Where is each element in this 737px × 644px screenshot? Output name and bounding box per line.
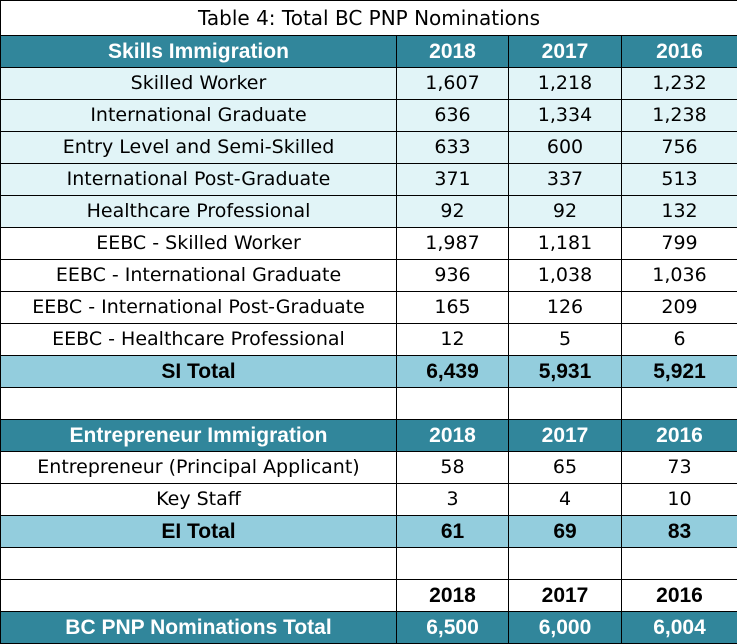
year-header: 2018 bbox=[397, 420, 509, 452]
cell-value: 65 bbox=[509, 452, 622, 484]
year-header: 2016 bbox=[622, 36, 737, 68]
table-row: Skilled Worker 1,607 1,218 1,232 bbox=[1, 68, 737, 100]
cell-value: 633 bbox=[397, 132, 509, 164]
year-header: 2017 bbox=[509, 580, 622, 612]
cell-value: 1,036 bbox=[622, 260, 737, 292]
grand-total-value: 6,004 bbox=[622, 612, 737, 644]
year-header: 2017 bbox=[509, 420, 622, 452]
table-row: Healthcare Professional 92 92 132 bbox=[1, 196, 737, 228]
cell-value: 4 bbox=[509, 484, 622, 516]
table-row: Key Staff 3 4 10 bbox=[1, 484, 737, 516]
cell-value: 1,987 bbox=[397, 228, 509, 260]
empty-cell bbox=[1, 388, 397, 420]
cell-value: 636 bbox=[397, 100, 509, 132]
ei-total-label: EI Total bbox=[1, 516, 397, 548]
table-title-row: Table 4: Total BC PNP Nominations bbox=[1, 1, 737, 36]
cell-value: 600 bbox=[509, 132, 622, 164]
table-row: International Graduate 636 1,334 1,238 bbox=[1, 100, 737, 132]
cell-value: 337 bbox=[509, 164, 622, 196]
row-label: EEBC - International Post-Graduate bbox=[1, 292, 397, 324]
table-row: EEBC - Healthcare Professional 12 5 6 bbox=[1, 324, 737, 356]
table-row: EEBC - International Post-Graduate 165 1… bbox=[1, 292, 737, 324]
year-header: 2016 bbox=[622, 580, 737, 612]
si-total-row: SI Total 6,439 5,931 5,921 bbox=[1, 356, 737, 388]
cell-value: 10 bbox=[622, 484, 737, 516]
empty-cell bbox=[397, 388, 509, 420]
year-header: 2017 bbox=[509, 36, 622, 68]
table-row: International Post-Graduate 371 337 513 bbox=[1, 164, 737, 196]
empty-cell bbox=[397, 548, 509, 580]
empty-cell bbox=[622, 388, 737, 420]
entrepreneur-header-row: Entrepreneur Immigration 2018 2017 2016 bbox=[1, 420, 737, 452]
total-value: 83 bbox=[622, 516, 737, 548]
cell-value: 73 bbox=[622, 452, 737, 484]
skills-header-label: Skills Immigration bbox=[1, 36, 397, 68]
cell-value: 799 bbox=[622, 228, 737, 260]
empty-cell bbox=[1, 548, 397, 580]
entrepreneur-header-label: Entrepreneur Immigration bbox=[1, 420, 397, 452]
cell-value: 1,181 bbox=[509, 228, 622, 260]
row-label: Skilled Worker bbox=[1, 68, 397, 100]
spacer-row bbox=[1, 548, 737, 580]
row-label: International Graduate bbox=[1, 100, 397, 132]
cell-value: 92 bbox=[509, 196, 622, 228]
cell-value: 3 bbox=[397, 484, 509, 516]
row-label: EEBC - Healthcare Professional bbox=[1, 324, 397, 356]
table-row: Entry Level and Semi-Skilled 633 600 756 bbox=[1, 132, 737, 164]
si-total-label: SI Total bbox=[1, 356, 397, 388]
grand-total-row: BC PNP Nominations Total 6,500 6,000 6,0… bbox=[1, 612, 737, 644]
table-title: Table 4: Total BC PNP Nominations bbox=[1, 1, 737, 36]
grand-total-value: 6,500 bbox=[397, 612, 509, 644]
row-label: Entrepreneur (Principal Applicant) bbox=[1, 452, 397, 484]
spacer-row bbox=[1, 388, 737, 420]
empty-cell bbox=[622, 548, 737, 580]
empty-cell bbox=[1, 580, 397, 612]
cell-value: 1,607 bbox=[397, 68, 509, 100]
cell-value: 1,334 bbox=[509, 100, 622, 132]
row-label: Key Staff bbox=[1, 484, 397, 516]
cell-value: 209 bbox=[622, 292, 737, 324]
skills-header-row: Skills Immigration 2018 2017 2016 bbox=[1, 36, 737, 68]
table-row: Entrepreneur (Principal Applicant) 58 65… bbox=[1, 452, 737, 484]
row-label: EEBC - Skilled Worker bbox=[1, 228, 397, 260]
cell-value: 12 bbox=[397, 324, 509, 356]
cell-value: 1,232 bbox=[622, 68, 737, 100]
cell-value: 936 bbox=[397, 260, 509, 292]
cell-value: 5 bbox=[509, 324, 622, 356]
table-row: EEBC - Skilled Worker 1,987 1,181 799 bbox=[1, 228, 737, 260]
ei-total-row: EI Total 61 69 83 bbox=[1, 516, 737, 548]
cell-value: 132 bbox=[622, 196, 737, 228]
total-value: 5,931 bbox=[509, 356, 622, 388]
total-value: 6,439 bbox=[397, 356, 509, 388]
cell-value: 1,238 bbox=[622, 100, 737, 132]
grand-total-label: BC PNP Nominations Total bbox=[1, 612, 397, 644]
year-header: 2018 bbox=[397, 36, 509, 68]
year-header: 2018 bbox=[397, 580, 509, 612]
row-label: Healthcare Professional bbox=[1, 196, 397, 228]
table-row: EEBC - International Graduate 936 1,038 … bbox=[1, 260, 737, 292]
row-label: EEBC - International Graduate bbox=[1, 260, 397, 292]
grand-total-value: 6,000 bbox=[509, 612, 622, 644]
cell-value: 6 bbox=[622, 324, 737, 356]
cell-value: 756 bbox=[622, 132, 737, 164]
empty-cell bbox=[509, 388, 622, 420]
row-label: International Post-Graduate bbox=[1, 164, 397, 196]
empty-cell bbox=[509, 548, 622, 580]
cell-value: 1,218 bbox=[509, 68, 622, 100]
total-value: 61 bbox=[397, 516, 509, 548]
year-header: 2016 bbox=[622, 420, 737, 452]
cell-value: 92 bbox=[397, 196, 509, 228]
cell-value: 58 bbox=[397, 452, 509, 484]
cell-value: 1,038 bbox=[509, 260, 622, 292]
cell-value: 126 bbox=[509, 292, 622, 324]
grand-year-row: 2018 2017 2016 bbox=[1, 580, 737, 612]
total-value: 69 bbox=[509, 516, 622, 548]
cell-value: 513 bbox=[622, 164, 737, 196]
row-label: Entry Level and Semi-Skilled bbox=[1, 132, 397, 164]
cell-value: 371 bbox=[397, 164, 509, 196]
total-value: 5,921 bbox=[622, 356, 737, 388]
cell-value: 165 bbox=[397, 292, 509, 324]
